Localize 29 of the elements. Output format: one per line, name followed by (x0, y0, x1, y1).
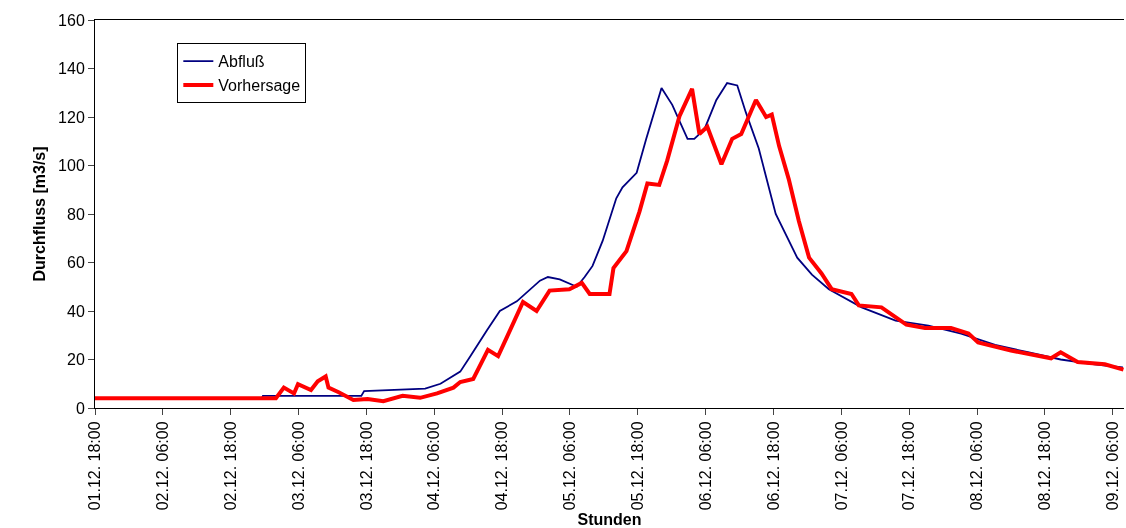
x-tick-label: 02.12. 18:00 (221, 421, 239, 511)
y-tick-label: 20 (67, 351, 85, 369)
y-tick-label: 60 (67, 254, 85, 272)
x-tick-label: 09.12. 06:00 (1103, 421, 1121, 511)
x-tick-label: 03.12. 06:00 (289, 421, 307, 511)
y-tick-label: 0 (75, 399, 85, 417)
x-tick-label: 07.12. 18:00 (900, 421, 918, 511)
y-tick-label: 120 (58, 108, 85, 126)
y-tick-label: 140 (58, 60, 85, 78)
x-tick-label: 04.12. 18:00 (493, 421, 511, 511)
y-tick-label: 160 (58, 11, 85, 29)
y-tick-label: 40 (67, 302, 85, 320)
legend-label: Vorhersage (218, 77, 301, 95)
x-tick-label: 06.12. 06:00 (696, 421, 714, 511)
x-tick-label: 04.12. 06:00 (425, 421, 443, 511)
x-tick-label: 06.12. 18:00 (764, 421, 782, 511)
x-tick-label: 05.12. 06:00 (561, 421, 579, 511)
x-tick-label: 03.12. 18:00 (357, 421, 375, 511)
x-tick-label: 08.12. 18:00 (1036, 421, 1054, 511)
x-tick-label: 01.12. 18:00 (86, 421, 104, 511)
y-tick-label: 100 (58, 157, 85, 175)
y-tick-label: 80 (67, 205, 85, 223)
y-axis-title: Durchfluss [m3/s] (31, 146, 48, 282)
x-tick-label: 07.12. 06:00 (832, 421, 850, 511)
x-tick-label: 05.12. 18:00 (628, 421, 646, 511)
x-tick-label: 02.12. 06:00 (154, 421, 172, 511)
x-axis-title: Stunden (577, 511, 642, 528)
x-tick-label: 08.12. 06:00 (968, 421, 986, 511)
legend-label: Abfluß (218, 53, 265, 71)
